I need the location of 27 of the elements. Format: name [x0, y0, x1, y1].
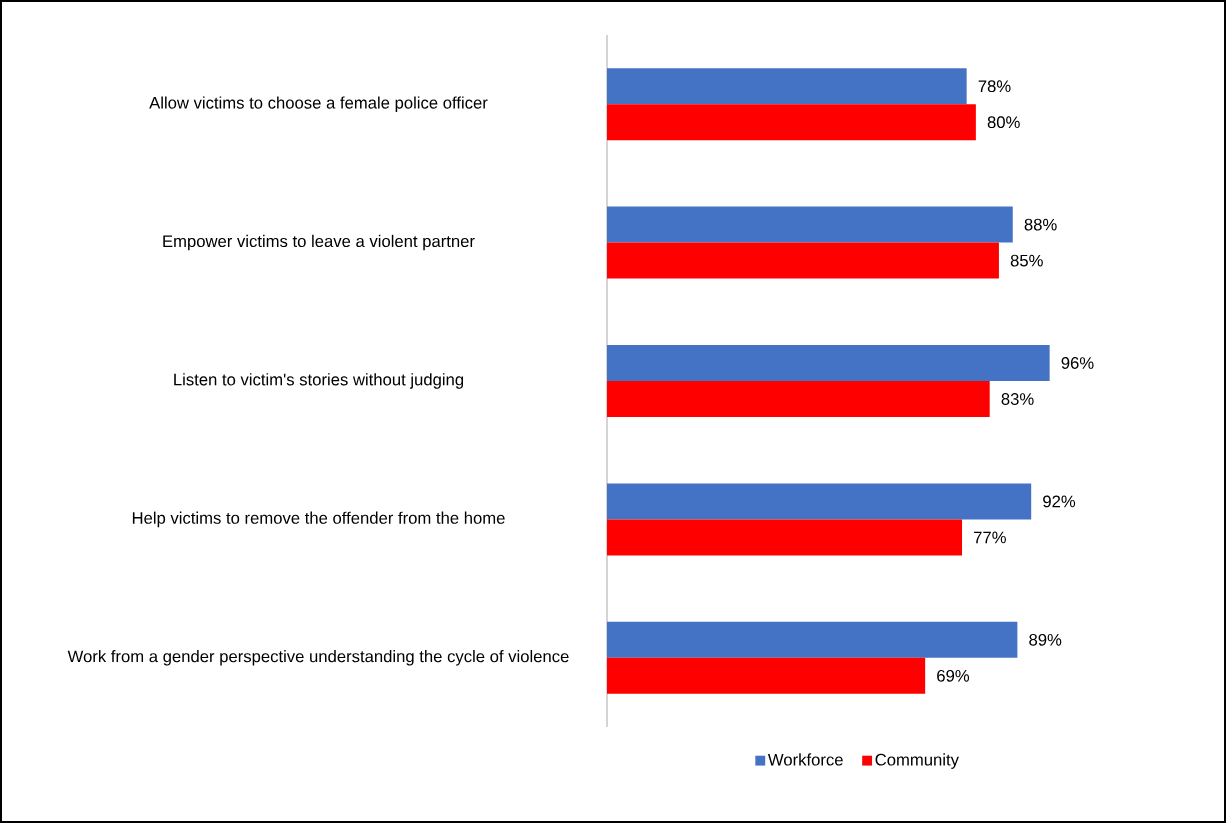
- y-tick-label: Empower victims to leave a violent partner: [163, 234, 475, 251]
- bar: [607, 519, 963, 556]
- y-tick-label: Listen to victim's stories without judging: [174, 373, 464, 389]
- bar: [607, 345, 1050, 381]
- data-label: 80%: [987, 116, 1020, 129]
- data-label: 69%: [937, 669, 970, 682]
- bar: [607, 483, 1032, 520]
- y-tick-label: Help victims to remove the offender from the home: [132, 511, 505, 528]
- bar: [607, 104, 976, 141]
- bar: [607, 242, 999, 279]
- bar: [607, 657, 926, 694]
- data-label: 77%: [974, 531, 1006, 544]
- data-label: 83%: [1001, 393, 1034, 405]
- y-tick-label: Work from a gender perspective understanding the cycle of violence: [67, 650, 569, 666]
- legend-label: Workforce: [767, 753, 843, 766]
- bar: [607, 621, 1018, 658]
- bar: [607, 206, 1013, 243]
- data-label: 89%: [1029, 633, 1062, 646]
- y-tick-label: Allow victims to choose a female police officer: [149, 96, 488, 112]
- data-label: 85%: [1010, 254, 1043, 267]
- legend-label: Community: [875, 753, 959, 769]
- bar: [607, 381, 990, 417]
- bar: [607, 68, 967, 105]
- data-label: 78%: [978, 80, 1011, 93]
- data-label: 96%: [1061, 357, 1094, 369]
- data-label: 92%: [1043, 495, 1076, 508]
- data-label: 88%: [1024, 218, 1057, 231]
